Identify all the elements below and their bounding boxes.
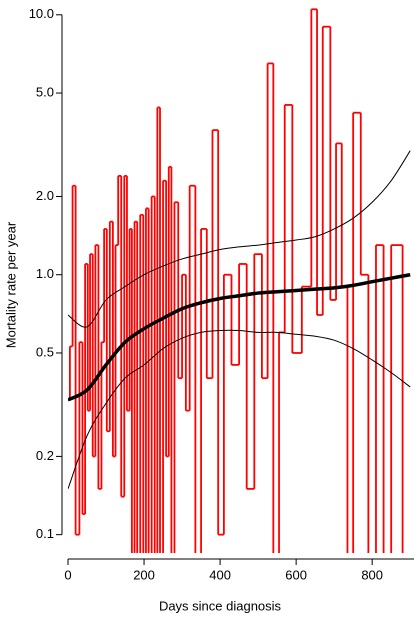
- y-tick-label: 10.0: [29, 6, 54, 21]
- x-tick-label: 400: [209, 567, 231, 582]
- confidence-band: [68, 150, 411, 328]
- y-tick-label: 0.5: [36, 344, 54, 359]
- y-tick-label: 5.0: [36, 84, 54, 99]
- x-tick-label: 600: [285, 567, 307, 582]
- y-tick-label: 1.0: [36, 266, 54, 281]
- x-tick-label: 800: [361, 567, 383, 582]
- y-axis-title: Mortality rate per year: [3, 221, 18, 348]
- y-tick-label: 0.2: [36, 448, 54, 463]
- x-tick-label: 0: [64, 567, 71, 582]
- plot-area: [68, 8, 411, 553]
- x-tick-label: 200: [133, 567, 155, 582]
- smooth-line: [68, 273, 411, 402]
- y-tick-label: 2.0: [36, 188, 54, 203]
- y-tick-label: 0.1: [36, 526, 54, 541]
- x-axis-title: Days since diagnosis: [159, 598, 282, 613]
- confidence-band: [68, 329, 411, 490]
